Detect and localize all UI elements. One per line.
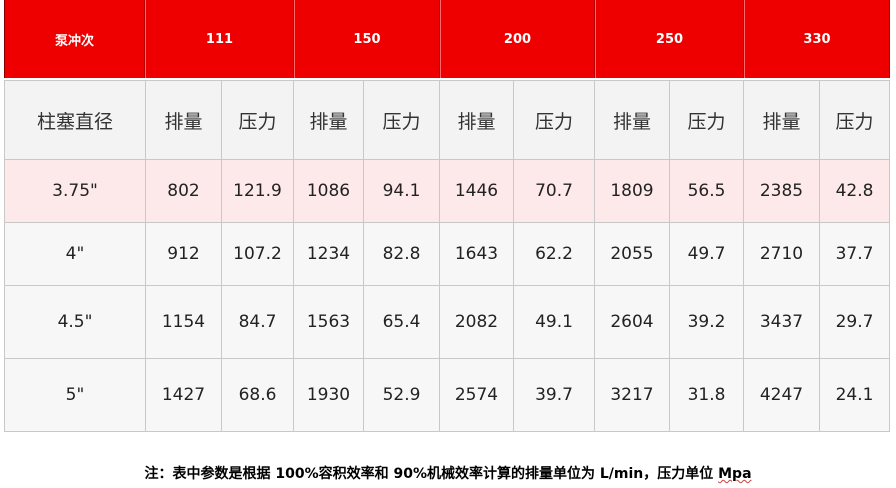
table-row: 3.75" 802 121.9 1086 94.1 1446 70.7 1809…: [4, 159, 890, 223]
pressure-header: 压力: [819, 80, 890, 160]
displacement-header: 排量: [293, 80, 364, 160]
value-cell: 1154: [145, 285, 222, 359]
value-cell: 802: [145, 159, 222, 223]
value-cell: 3437: [743, 285, 820, 359]
pump-parameter-table: 柱塞直径 排量 压力 排量 压力 排量 压力 排量 压力 排量 压力 3.75"…: [4, 80, 890, 432]
value-cell: 65.4: [363, 285, 440, 359]
value-cell: 31.8: [669, 358, 744, 432]
displacement-header: 排量: [594, 80, 670, 160]
value-cell: 1809: [594, 159, 670, 223]
displacement-header: 排量: [743, 80, 820, 160]
value-cell: 1930: [293, 358, 364, 432]
value-cell: 29.7: [819, 285, 890, 359]
table-row: 4" 912 107.2 1234 82.8 1643 62.2 2055 49…: [4, 222, 890, 286]
subheader-row: 柱塞直径 排量 压力 排量 压力 排量 压力 排量 压力 排量 压力: [4, 80, 890, 160]
value-cell: 1643: [439, 222, 514, 286]
stroke-rate-250: 250: [595, 0, 744, 78]
diameter-cell: 5": [4, 358, 146, 432]
footnote: 注：表中参数是根据 100%容积效率和 90%机械效率计算的排量单位为 L/mi…: [0, 463, 896, 483]
value-cell: 62.2: [513, 222, 595, 286]
value-cell: 56.5: [669, 159, 744, 223]
diameter-cell: 4.5": [4, 285, 146, 359]
value-cell: 2055: [594, 222, 670, 286]
value-cell: 1086: [293, 159, 364, 223]
stroke-rate-header-band: 泵冲次 111 150 200 250 330: [4, 0, 890, 78]
pressure-header: 压力: [221, 80, 294, 160]
footnote-text: 注：表中参数是根据 100%容积效率和 90%机械效率计算的排量单位为 L/mi…: [144, 466, 719, 482]
stroke-rate-111: 111: [145, 0, 294, 78]
pressure-header: 压力: [669, 80, 744, 160]
stroke-rate-150: 150: [294, 0, 440, 78]
value-cell: 1427: [145, 358, 222, 432]
value-cell: 49.1: [513, 285, 595, 359]
value-cell: 52.9: [363, 358, 440, 432]
value-cell: 2574: [439, 358, 514, 432]
stroke-rate-200: 200: [440, 0, 595, 78]
diameter-cell: 4": [4, 222, 146, 286]
value-cell: 3217: [594, 358, 670, 432]
value-cell: 1234: [293, 222, 364, 286]
pressure-header: 压力: [513, 80, 595, 160]
displacement-header: 排量: [439, 80, 514, 160]
value-cell: 39.7: [513, 358, 595, 432]
value-cell: 42.8: [819, 159, 890, 223]
value-cell: 70.7: [513, 159, 595, 223]
stroke-rate-330: 330: [744, 0, 890, 78]
value-cell: 24.1: [819, 358, 890, 432]
value-cell: 2385: [743, 159, 820, 223]
value-cell: 49.7: [669, 222, 744, 286]
stroke-rate-label: 泵冲次: [4, 0, 145, 78]
value-cell: 68.6: [221, 358, 294, 432]
value-cell: 84.7: [221, 285, 294, 359]
value-cell: 82.8: [363, 222, 440, 286]
value-cell: 37.7: [819, 222, 890, 286]
pressure-header: 压力: [363, 80, 440, 160]
diameter-cell: 3.75": [4, 159, 146, 223]
table-row: 4.5" 1154 84.7 1563 65.4 2082 49.1 2604 …: [4, 285, 890, 359]
plunger-diameter-label: 柱塞直径: [4, 80, 146, 160]
value-cell: 1563: [293, 285, 364, 359]
value-cell: 107.2: [221, 222, 294, 286]
footnote-unit: Mpa: [718, 466, 752, 482]
value-cell: 2082: [439, 285, 514, 359]
value-cell: 912: [145, 222, 222, 286]
value-cell: 94.1: [363, 159, 440, 223]
table-row: 5" 1427 68.6 1930 52.9 2574 39.7 3217 31…: [4, 358, 890, 432]
value-cell: 1446: [439, 159, 514, 223]
value-cell: 2604: [594, 285, 670, 359]
value-cell: 4247: [743, 358, 820, 432]
displacement-header: 排量: [145, 80, 222, 160]
value-cell: 121.9: [221, 159, 294, 223]
value-cell: 2710: [743, 222, 820, 286]
value-cell: 39.2: [669, 285, 744, 359]
